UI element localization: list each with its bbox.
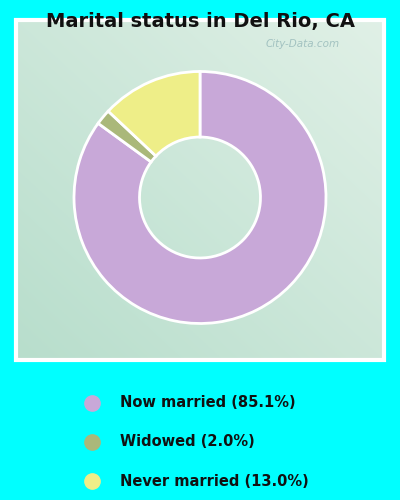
Wedge shape: [108, 72, 200, 156]
Text: Marital status in Del Rio, CA: Marital status in Del Rio, CA: [46, 12, 354, 32]
Wedge shape: [74, 72, 326, 324]
Text: Never married (13.0%): Never married (13.0%): [120, 474, 309, 488]
Text: Now married (85.1%): Now married (85.1%): [120, 396, 296, 410]
Text: City-Data.com: City-Data.com: [266, 39, 340, 49]
Text: Widowed (2.0%): Widowed (2.0%): [120, 434, 255, 450]
Wedge shape: [98, 111, 156, 162]
